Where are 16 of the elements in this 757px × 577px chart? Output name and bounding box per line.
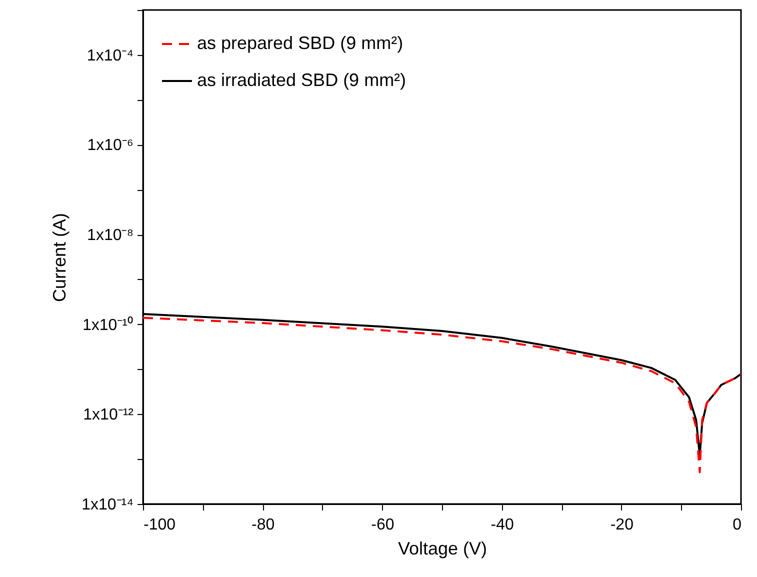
x-tick-label: 0: [732, 516, 742, 534]
x-tick-label: -100: [144, 516, 176, 534]
y-tick-label: 1x10⁻⁴: [86, 47, 134, 64]
y-tick-label: 1x10⁻⁸: [87, 227, 134, 244]
y-tick-label: 1x10⁻⁶: [87, 137, 134, 154]
y-tick-label: 1x10⁻¹⁴: [82, 496, 134, 514]
y-axis-title: Current (A): [50, 212, 70, 302]
x-axis-title: Voltage (V): [398, 538, 488, 558]
x-tick-label: -80: [252, 516, 275, 534]
x-tick-label: -60: [371, 516, 394, 534]
x-tick-label: -20: [610, 516, 634, 534]
y-tick-label: 1x10⁻¹²: [83, 406, 134, 424]
legend-label: as prepared SBD (9 mm²): [197, 33, 404, 53]
y-tick-label: 1x10⁻¹⁰: [82, 316, 134, 334]
legend-label: as irradiated SBD (9 mm²): [197, 70, 406, 90]
x-tick-label: -40: [490, 516, 514, 534]
